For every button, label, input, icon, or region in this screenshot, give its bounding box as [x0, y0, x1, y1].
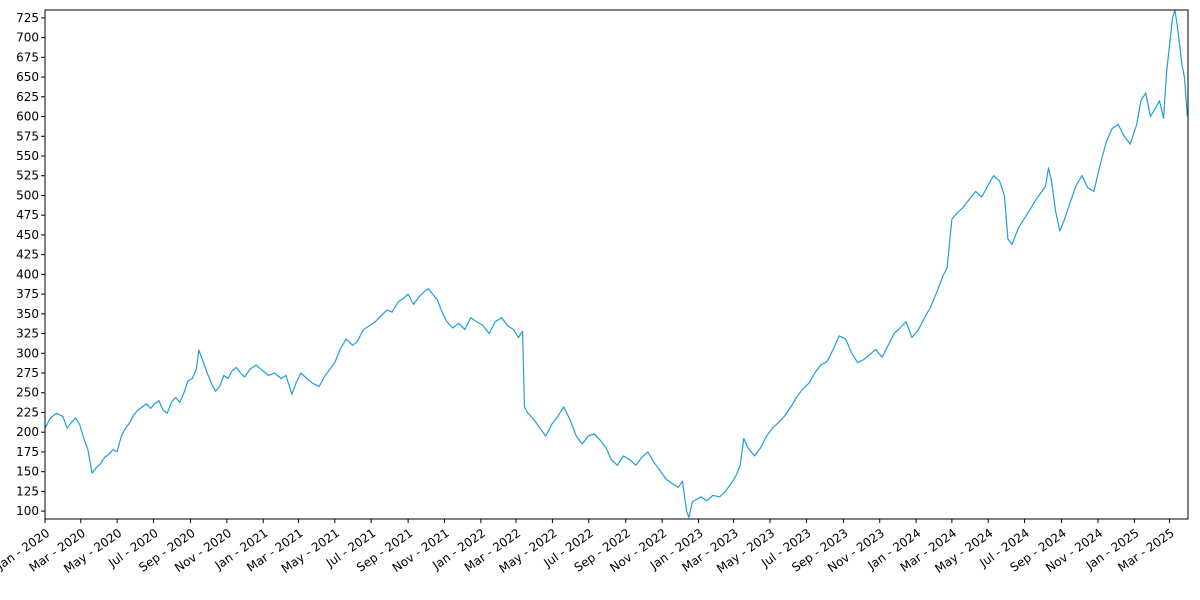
y-tick-label: 450 — [16, 228, 39, 242]
y-tick-label: 200 — [16, 425, 39, 439]
y-tick-label: 375 — [16, 287, 39, 301]
y-tick-label: 625 — [16, 90, 39, 104]
y-tick-label: 175 — [16, 445, 39, 459]
plot-frame — [44, 9, 1189, 520]
y-tick-label: 650 — [16, 70, 39, 84]
y-axis: 100 125 150 175 200 225 250 275 300 325 350 375 400 4… — [16, 11, 45, 518]
plot-area — [44, 9, 1188, 519]
y-tick-label: 500 — [16, 188, 39, 202]
series-line — [44, 9, 1188, 519]
y-tick-label: 325 — [16, 327, 39, 341]
y-tick-label: 300 — [16, 346, 39, 360]
y-tick-label: 150 — [16, 465, 39, 479]
y-tick-label: 550 — [16, 149, 39, 163]
y-tick-label: 400 — [16, 267, 39, 281]
y-tick-label: 475 — [16, 208, 39, 222]
y-tick-label: 250 — [16, 386, 39, 400]
y-tick-label: 225 — [16, 405, 39, 419]
y-tick-label: 575 — [16, 129, 39, 143]
y-tick-label: 125 — [16, 484, 39, 498]
y-tick-label: 525 — [16, 169, 39, 183]
y-tick-label: 675 — [16, 50, 39, 64]
y-tick-label: 600 — [16, 110, 39, 124]
y-tick-label: 700 — [16, 31, 39, 45]
y-tick-label: 275 — [16, 366, 39, 380]
y-tick-label: 725 — [16, 11, 39, 25]
y-tick-label: 350 — [16, 307, 39, 321]
y-tick-label: 425 — [16, 248, 39, 262]
y-tick-label: 100 — [16, 504, 39, 518]
